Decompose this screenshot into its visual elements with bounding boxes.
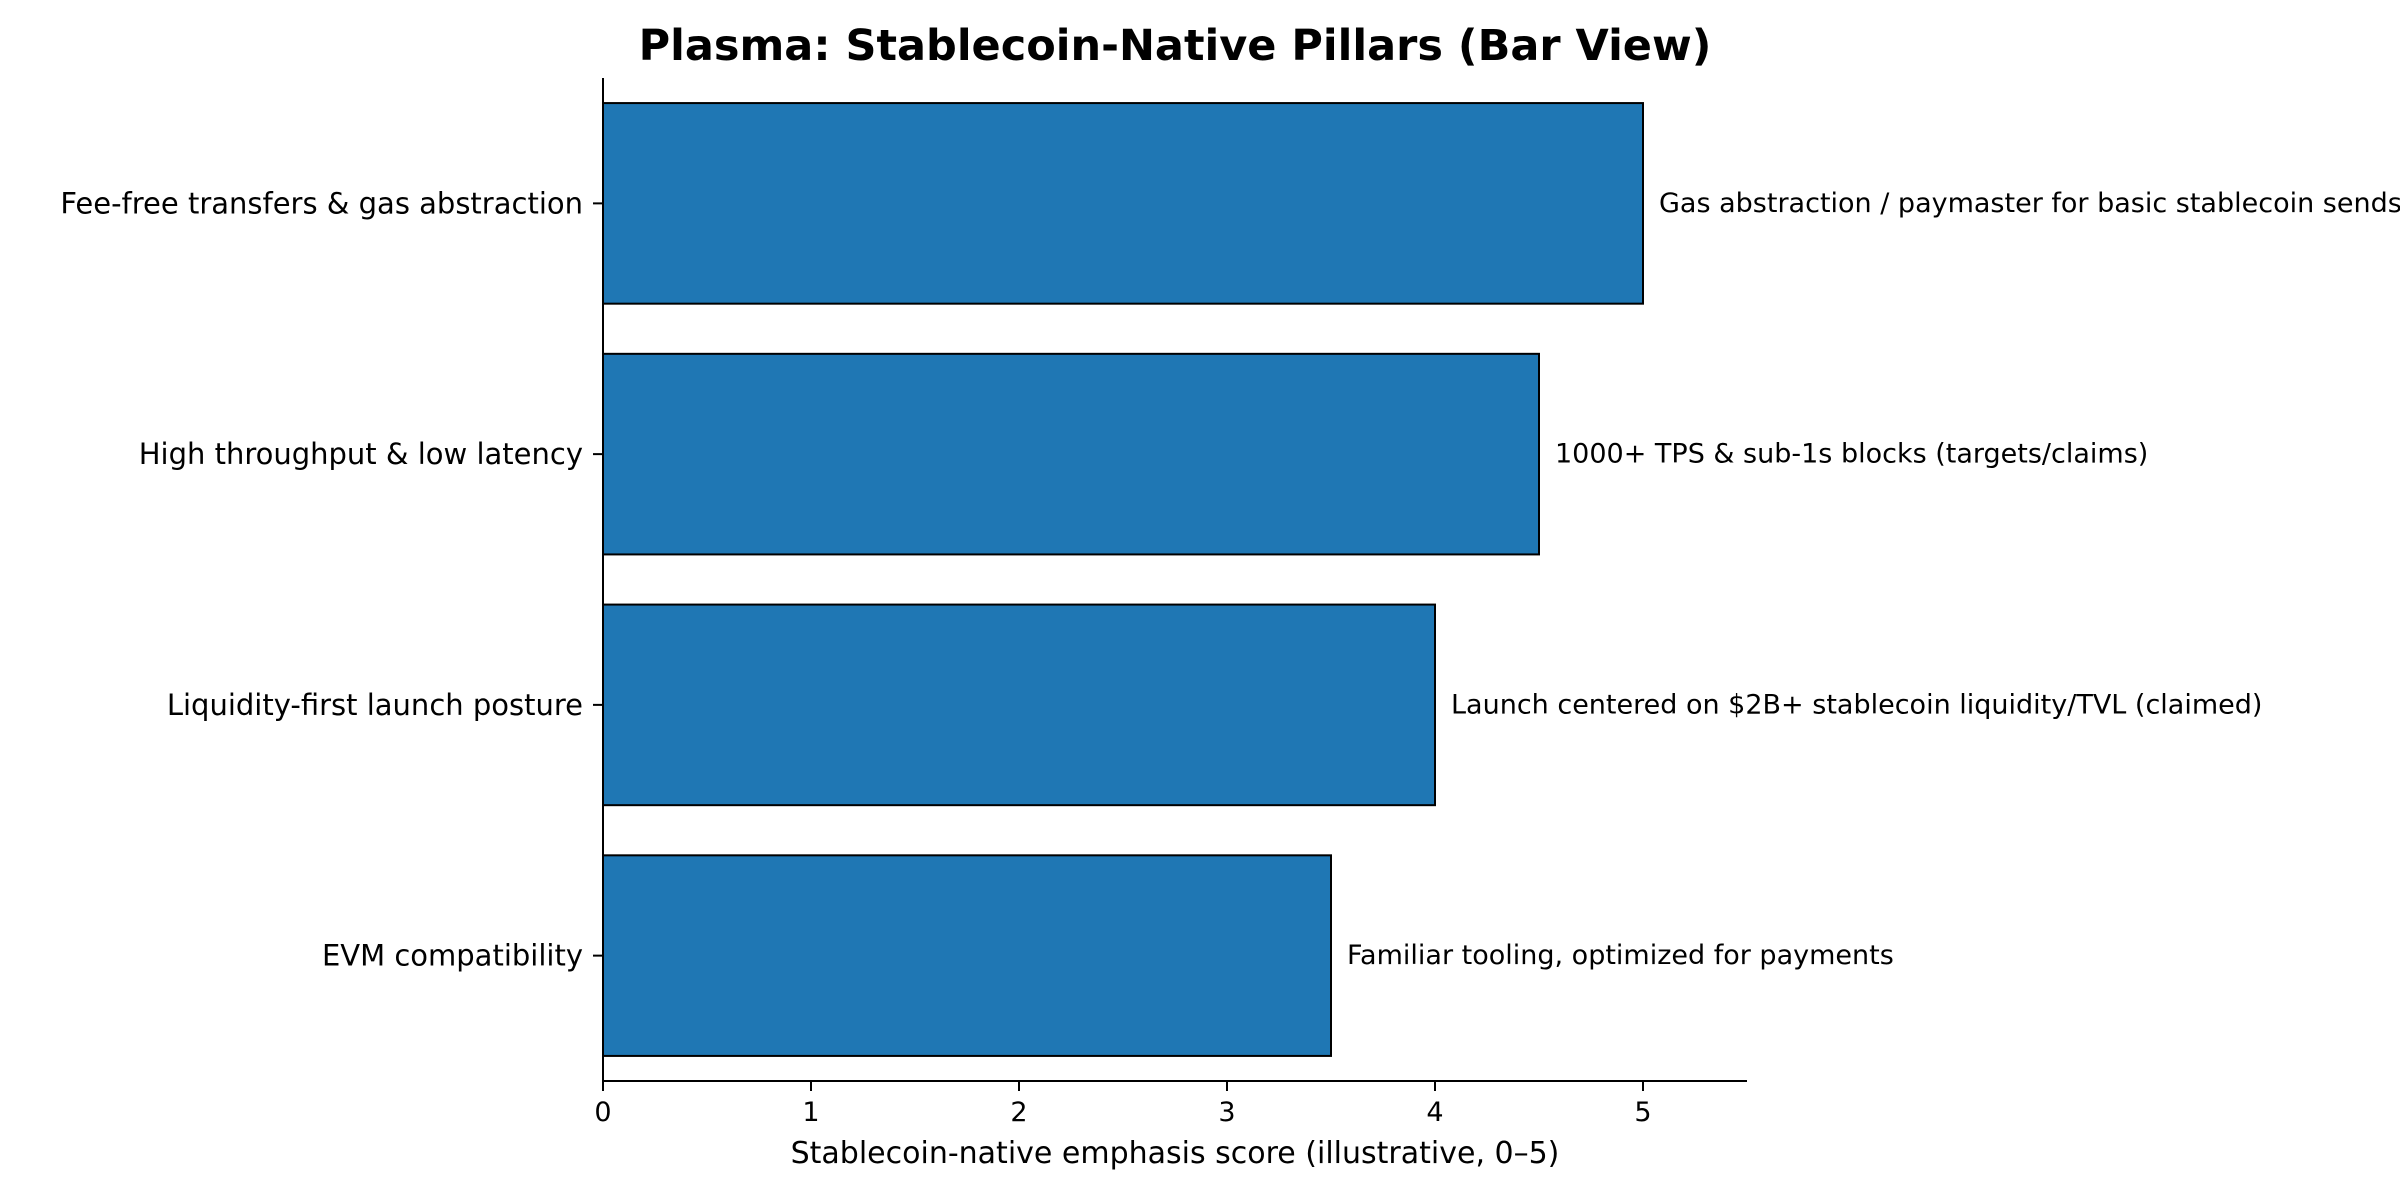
- bar-3: [602, 854, 1332, 1057]
- x-tick-label-1: 1: [802, 1097, 819, 1128]
- bar-annotation-2: Launch centered on $2B+ stablecoin liqui…: [1451, 689, 2262, 720]
- bar-1: [602, 352, 1540, 556]
- x-axis-ticks: 0 1 2 3 4 5: [594, 1081, 1652, 1128]
- x-axis-label: Stablecoin-native emphasis score (illust…: [791, 1136, 1560, 1171]
- x-tick-label-3: 3: [1218, 1097, 1235, 1128]
- x-tick-label-5: 5: [1634, 1097, 1651, 1128]
- bar-2: [602, 603, 1436, 807]
- chart-title: Plasma: Stablecoin-Native Pillars (Bar V…: [639, 21, 1712, 71]
- y-tick-label-2: Liquidity-first launch posture: [167, 688, 583, 722]
- y-tick-label-1: High throughput & low latency: [139, 437, 583, 471]
- bar-annotation-1: 1000+ TPS & sub-1s blocks (targets/claim…: [1555, 439, 2148, 470]
- x-tick-label-0: 0: [594, 1097, 611, 1128]
- x-tick-label-4: 4: [1426, 1097, 1443, 1128]
- x-tick-label-2: 2: [1010, 1097, 1027, 1128]
- y-tick-label-0: Fee-free transfers & gas abstraction: [60, 186, 583, 220]
- bar-annotations-group: Gas abstraction / paymaster for basic st…: [1347, 188, 2400, 971]
- bar-annotation-0: Gas abstraction / paymaster for basic st…: [1659, 188, 2400, 219]
- bar-annotation-3: Familiar tooling, optimized for payments: [1347, 940, 1894, 971]
- bar-0: [602, 102, 1644, 305]
- y-tick-label-3: EVM compatibility: [322, 939, 583, 973]
- bars-group: [602, 102, 1644, 1057]
- y-axis-ticks: Fee-free transfers & gas abstraction High…: [60, 186, 603, 973]
